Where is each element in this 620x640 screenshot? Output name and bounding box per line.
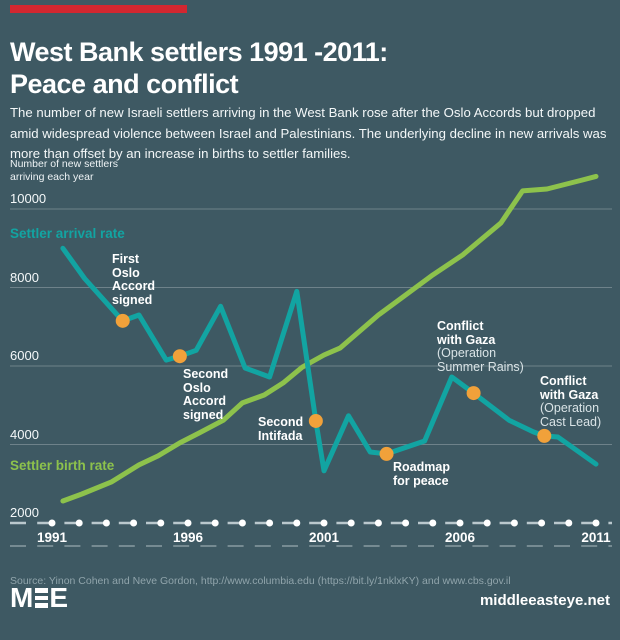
event-annotation-line: Summer Rains) [437, 359, 524, 374]
event-annotation-line: Second [258, 415, 304, 429]
event-annotation-line: Conflict [540, 374, 587, 388]
event-dot [537, 428, 552, 443]
event-annotation-line: Oslo [112, 265, 140, 280]
axis-tick-dot [510, 519, 518, 527]
mee-logo-e: E [49, 582, 69, 613]
event-annotation-line: Cast Lead) [540, 414, 602, 429]
event-annotation-line: with Gaza [540, 387, 599, 402]
axis-tick-dot [75, 519, 83, 527]
brand-accent-bar [10, 5, 187, 13]
axis-tick-dot [266, 519, 274, 527]
axis-tick-dot [402, 519, 410, 527]
mee-logo: M E [10, 584, 68, 612]
axis-tick-dot [48, 519, 56, 527]
event-annotation-line: (Operation [437, 346, 497, 361]
y-tick-label: 10000 [10, 191, 47, 206]
event-annotation-line: Intifada [258, 428, 303, 443]
axis-tick-dot [456, 519, 464, 527]
axis-tick-dot [211, 519, 219, 527]
axis-tick-dot [347, 519, 355, 527]
axis-tick-dot [592, 519, 600, 527]
event-annotation-line: First [112, 252, 140, 266]
event-annotation-line: Accord [183, 394, 227, 409]
event-annotation: Second Intifada [258, 415, 304, 443]
x-tick-label: 2001 [308, 530, 340, 545]
event-annotation-line: with Gaza [437, 332, 496, 347]
event-annotation: Conflict with Gaza (Operation Summer Rains) [437, 319, 524, 374]
axis-tick-dot [184, 519, 192, 527]
y-tick-label: 8000 [10, 269, 39, 285]
axis-tick-dot [374, 519, 382, 527]
x-tick-label: 2006 [444, 530, 476, 545]
event-annotation-line: Second [183, 367, 229, 381]
axis-tick-dot [157, 519, 165, 527]
mee-logo-bars-icon [35, 588, 49, 608]
event-annotation: Conflict with Gaza (Operation Cast Lead) [540, 374, 602, 429]
mee-logo-m: M [10, 582, 34, 613]
event-annotation-line: Roadmap [393, 460, 450, 474]
legend-settler-arrival-rate: Settler arrival rate [10, 226, 125, 241]
x-tick-label: 1991 [36, 530, 68, 545]
y-tick-label: 4000 [10, 426, 39, 442]
event-annotation-line: signed [183, 407, 224, 422]
event-annotation-line: for peace [393, 473, 449, 488]
event-annotation: Roadmap for peace [393, 460, 450, 488]
axis-tick-dot [565, 519, 573, 527]
event-annotation-line: Accord [112, 279, 156, 294]
axis-tick-dot [320, 519, 328, 527]
page-title: West Bank settlers 1991 -2011: Peace and… [10, 37, 388, 100]
settler-birth-rate-line [60, 173, 599, 504]
axis-tick-dot [429, 519, 437, 527]
event-dot [172, 349, 187, 364]
axis-tick-dot [130, 519, 138, 527]
event-annotation: Second Oslo Accord signed [183, 367, 229, 422]
axis-tick-dot [102, 519, 110, 527]
event-dot [115, 313, 130, 328]
axis-tick-dot [538, 519, 546, 527]
event-dot [466, 386, 481, 401]
website-url: middleeasteye.net [479, 592, 610, 609]
source-credit: Source: Yinon Cohen and Neve Gordon, htt… [10, 574, 511, 587]
event-annotation-line: Oslo [183, 380, 211, 395]
legend-settler-birth-rate: Settler birth rate [10, 458, 115, 473]
y-tick-label: 6000 [10, 348, 39, 363]
y-axis-title: Number of new settlers arriving each yea… [10, 158, 118, 183]
event-dot [308, 413, 323, 428]
event-annotation-line: Conflict [437, 319, 484, 333]
event-annotation-line: signed [112, 292, 153, 307]
axis-tick-dot [238, 519, 246, 527]
axis-tick-dot [293, 519, 301, 527]
axis-tick-dot [483, 519, 491, 527]
x-tick-label: 1996 [172, 530, 204, 545]
x-tick-label: 2011 [581, 530, 611, 545]
page-subtitle: The number of new Israeli settlers arriv… [10, 105, 607, 162]
event-annotation: First Oslo Accord signed [112, 252, 156, 307]
y-tick-label: 2000 [10, 505, 39, 520]
event-annotation-line: (Operation [540, 401, 600, 416]
event-dot [379, 446, 394, 461]
settler-arrival-rate-line [60, 245, 599, 474]
